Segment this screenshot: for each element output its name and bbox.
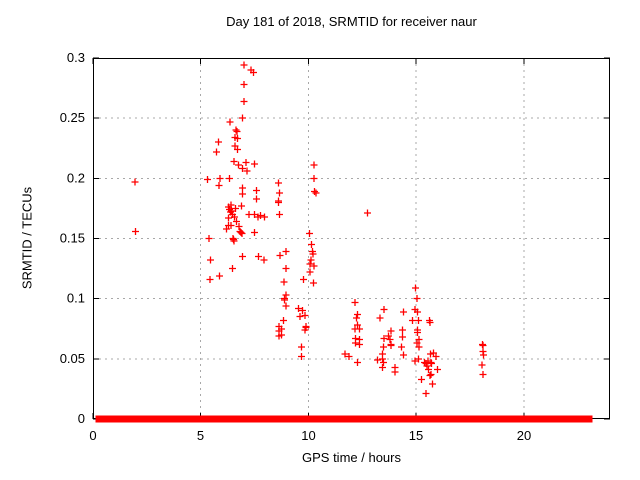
y-tick-label: 0.2: [67, 171, 85, 186]
zero-band-segment: [102, 415, 125, 423]
zero-band-segment: [95, 415, 106, 423]
zero-band-segment: [302, 415, 317, 423]
y-tick-label: 0.15: [60, 231, 85, 246]
x-axis-label: GPS time / hours: [302, 450, 401, 465]
zero-band-segment: [573, 415, 585, 423]
y-tick-label: 0.3: [67, 50, 85, 65]
zero-band-segment: [552, 415, 561, 423]
zero-band-segment: [507, 415, 536, 423]
x-tick-label: 5: [197, 428, 204, 443]
zero-band-segment: [541, 415, 556, 423]
zero-band-segment: [362, 415, 510, 423]
y-tick-label: 0.25: [60, 110, 85, 125]
zero-band-segment: [285, 415, 306, 423]
y-tick-label: 0.1: [67, 291, 85, 306]
data-point-markers: [131, 61, 487, 397]
y-tick-label: 0.05: [60, 351, 85, 366]
zero-band-segment: [121, 415, 185, 423]
x-tick-label: 20: [517, 428, 531, 443]
zero-band-segment: [183, 415, 246, 423]
zero-band-segment: [312, 415, 365, 423]
zero-band-segment: [278, 415, 289, 423]
chart-title: Day 181 of 2018, SRMTID for receiver nau…: [226, 14, 477, 29]
x-tick-label: 0: [89, 428, 96, 443]
y-tick-label: 0: [78, 411, 85, 426]
zero-band-segment: [585, 415, 593, 423]
x-tick-label: 10: [301, 428, 315, 443]
zero-band-segment: [557, 415, 575, 423]
x-tick-label: 15: [409, 428, 423, 443]
zero-band-segment: [535, 415, 545, 423]
zero-band-segment: [244, 415, 282, 423]
